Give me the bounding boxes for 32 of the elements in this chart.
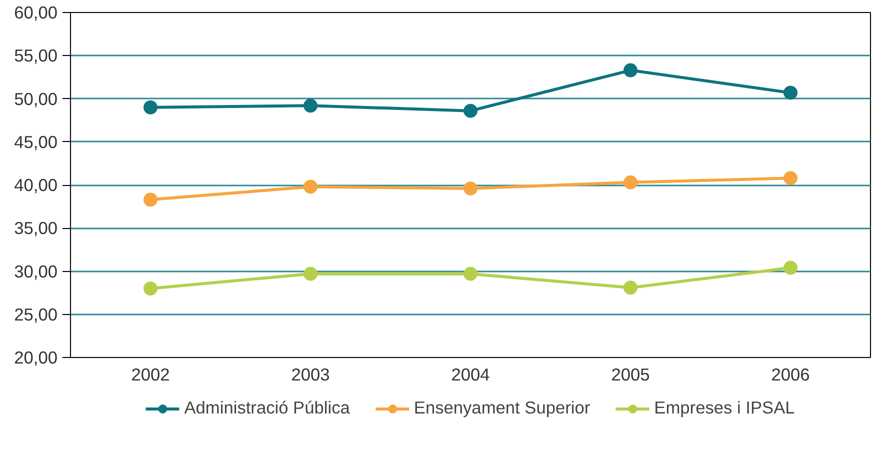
point bbox=[464, 181, 478, 196]
x-tick-label: 2003 bbox=[291, 364, 330, 384]
legend-label: Ensenyament Superior bbox=[414, 398, 590, 418]
x-tick-label: 2005 bbox=[611, 364, 650, 384]
point bbox=[624, 280, 638, 295]
y-tick-label: 20,00 bbox=[14, 348, 58, 368]
y-tick-label: 35,00 bbox=[14, 218, 58, 238]
point bbox=[144, 100, 158, 114]
y-tick-label: 50,00 bbox=[14, 88, 58, 109]
y-tick-label: 60,00 bbox=[14, 2, 58, 22]
point bbox=[304, 266, 318, 281]
point bbox=[624, 175, 638, 190]
y-tick-label: 40,00 bbox=[14, 175, 58, 195]
legend-label: Administració Pública bbox=[184, 398, 350, 418]
legend-label: Empreses i IPSAL bbox=[654, 398, 795, 418]
y-tick-label: 45,00 bbox=[14, 132, 58, 152]
y-tick-label: 30,00 bbox=[14, 261, 58, 282]
point bbox=[304, 98, 318, 113]
point bbox=[304, 180, 318, 194]
x-tick-label: 2006 bbox=[771, 364, 810, 384]
point bbox=[784, 171, 798, 186]
y-tick-label: 25,00 bbox=[14, 304, 58, 324]
point bbox=[144, 282, 158, 296]
point bbox=[144, 192, 158, 207]
y-tick-label: 55,00 bbox=[14, 46, 58, 66]
point bbox=[784, 260, 798, 275]
point bbox=[464, 104, 478, 118]
x-tick-label: 2002 bbox=[131, 364, 170, 384]
point bbox=[784, 86, 798, 100]
x-tick-label: 2004 bbox=[451, 364, 490, 384]
point bbox=[624, 63, 638, 78]
point bbox=[464, 266, 478, 281]
